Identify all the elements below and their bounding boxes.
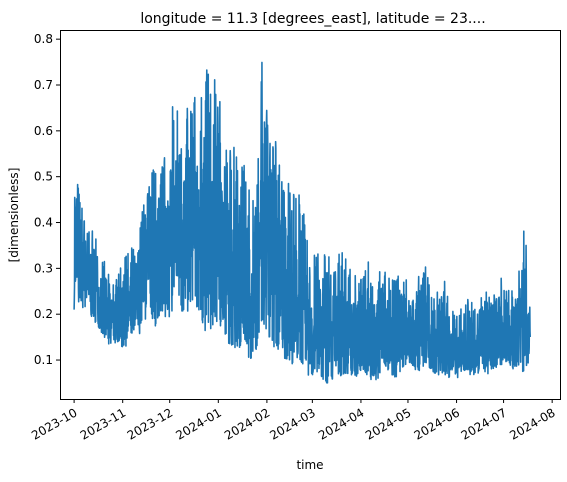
y-tick-label: 0.3	[34, 261, 53, 275]
series-line	[73, 61, 532, 384]
y-tick-label: 0.7	[34, 78, 53, 92]
x-tick-label: 2024-06	[412, 405, 462, 442]
y-axis: 0.1 0.2 0.3 0.4 0.5 0.6 0.7 0.8	[34, 32, 60, 367]
series-layer	[73, 61, 532, 384]
x-tick-label: 2023-10	[29, 405, 79, 442]
x-tick-label: 2024-03	[267, 405, 317, 442]
x-axis: 2023-102023-112023-122024-012024-022024-…	[29, 399, 558, 443]
x-tick-label: 2024-02	[222, 405, 272, 442]
x-tick-label: 2024-08	[507, 405, 557, 442]
x-tick-label: 2023-12	[125, 405, 175, 442]
x-axis-title: time	[296, 458, 323, 472]
y-tick-label: 0.1	[34, 353, 53, 367]
x-tick-label: 2023-11	[78, 405, 128, 442]
y-axis-title: [dimensionless]	[7, 168, 21, 263]
x-tick-label: 2024-07	[459, 405, 509, 442]
x-tick-label: 2024-04	[316, 405, 366, 442]
plot-frame	[60, 30, 561, 400]
chart-title: longitude = 11.3 [degrees_east], latitud…	[140, 11, 485, 27]
y-tick-label: 0.4	[34, 216, 53, 230]
y-tick-label: 0.8	[34, 32, 53, 46]
x-tick-label: 2024-01	[173, 405, 223, 442]
plot-area	[60, 30, 561, 400]
y-tick-label: 0.2	[34, 307, 53, 321]
y-tick-label: 0.6	[34, 124, 53, 138]
x-tick-label: 2024-05	[363, 405, 413, 442]
y-tick-label: 0.5	[34, 170, 53, 184]
